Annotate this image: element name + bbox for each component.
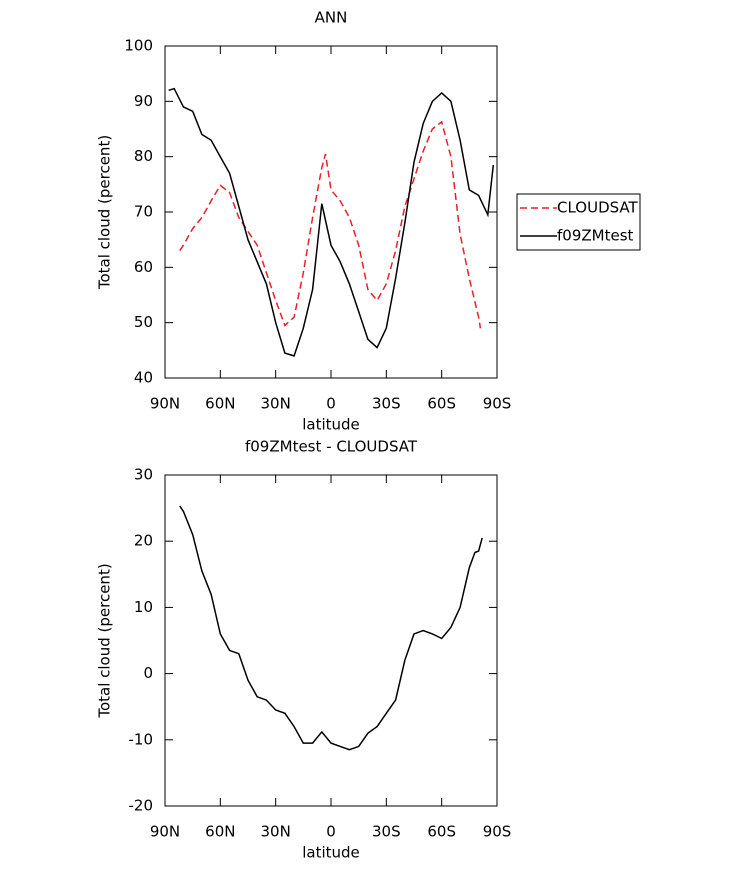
plot-frame xyxy=(164,474,498,807)
y-tick-label: 60 xyxy=(134,258,153,276)
chart-title: ANN xyxy=(315,9,348,27)
x-tick-label: 30S xyxy=(372,395,401,413)
y-tick-label: 80 xyxy=(134,147,153,165)
x-tick-label: 90N xyxy=(150,823,180,841)
y-tick-label: 70 xyxy=(134,203,153,221)
y-axis-label: Total cloud (percent) xyxy=(96,135,114,290)
legend-label: f09ZMtest xyxy=(557,227,634,245)
x-tick-label: 90N xyxy=(150,395,180,413)
y-tick-label: 100 xyxy=(124,37,153,55)
x-tick-label: 0 xyxy=(326,395,336,413)
plot-frame xyxy=(164,45,498,379)
x-tick-label: 60S xyxy=(427,823,456,841)
y-axis-label: Total cloud (percent) xyxy=(96,563,114,718)
x-axis-label: latitude xyxy=(302,416,360,434)
y-tick-label: 40 xyxy=(134,369,153,387)
y-tick-label: -20 xyxy=(129,797,154,815)
x-tick-label: 30S xyxy=(372,823,401,841)
x-tick-label: 30N xyxy=(261,823,291,841)
x-tick-label: 30N xyxy=(261,395,291,413)
x-tick-label: 90S xyxy=(483,823,512,841)
x-tick-label: 60S xyxy=(427,395,456,413)
x-tick-label: 60N xyxy=(205,823,235,841)
y-tick-label: 0 xyxy=(143,664,153,682)
y-tick-label: -10 xyxy=(129,730,154,748)
x-tick-label: 90S xyxy=(483,395,512,413)
x-tick-label: 0 xyxy=(326,823,336,841)
data-line xyxy=(179,120,482,329)
data-line xyxy=(179,505,483,751)
y-tick-label: 50 xyxy=(134,313,153,331)
data-line xyxy=(168,87,495,357)
y-tick-label: 10 xyxy=(134,598,153,616)
x-tick-label: 60N xyxy=(205,395,235,413)
y-tick-label: 20 xyxy=(134,532,153,550)
y-tick-label: 30 xyxy=(134,466,153,484)
y-tick-label: 90 xyxy=(134,92,153,110)
chart-title: f09ZMtest - CLOUDSAT xyxy=(245,438,418,456)
x-axis-label: latitude xyxy=(302,844,360,862)
legend-box xyxy=(516,193,641,251)
legend-label: CLOUDSAT xyxy=(557,199,639,217)
